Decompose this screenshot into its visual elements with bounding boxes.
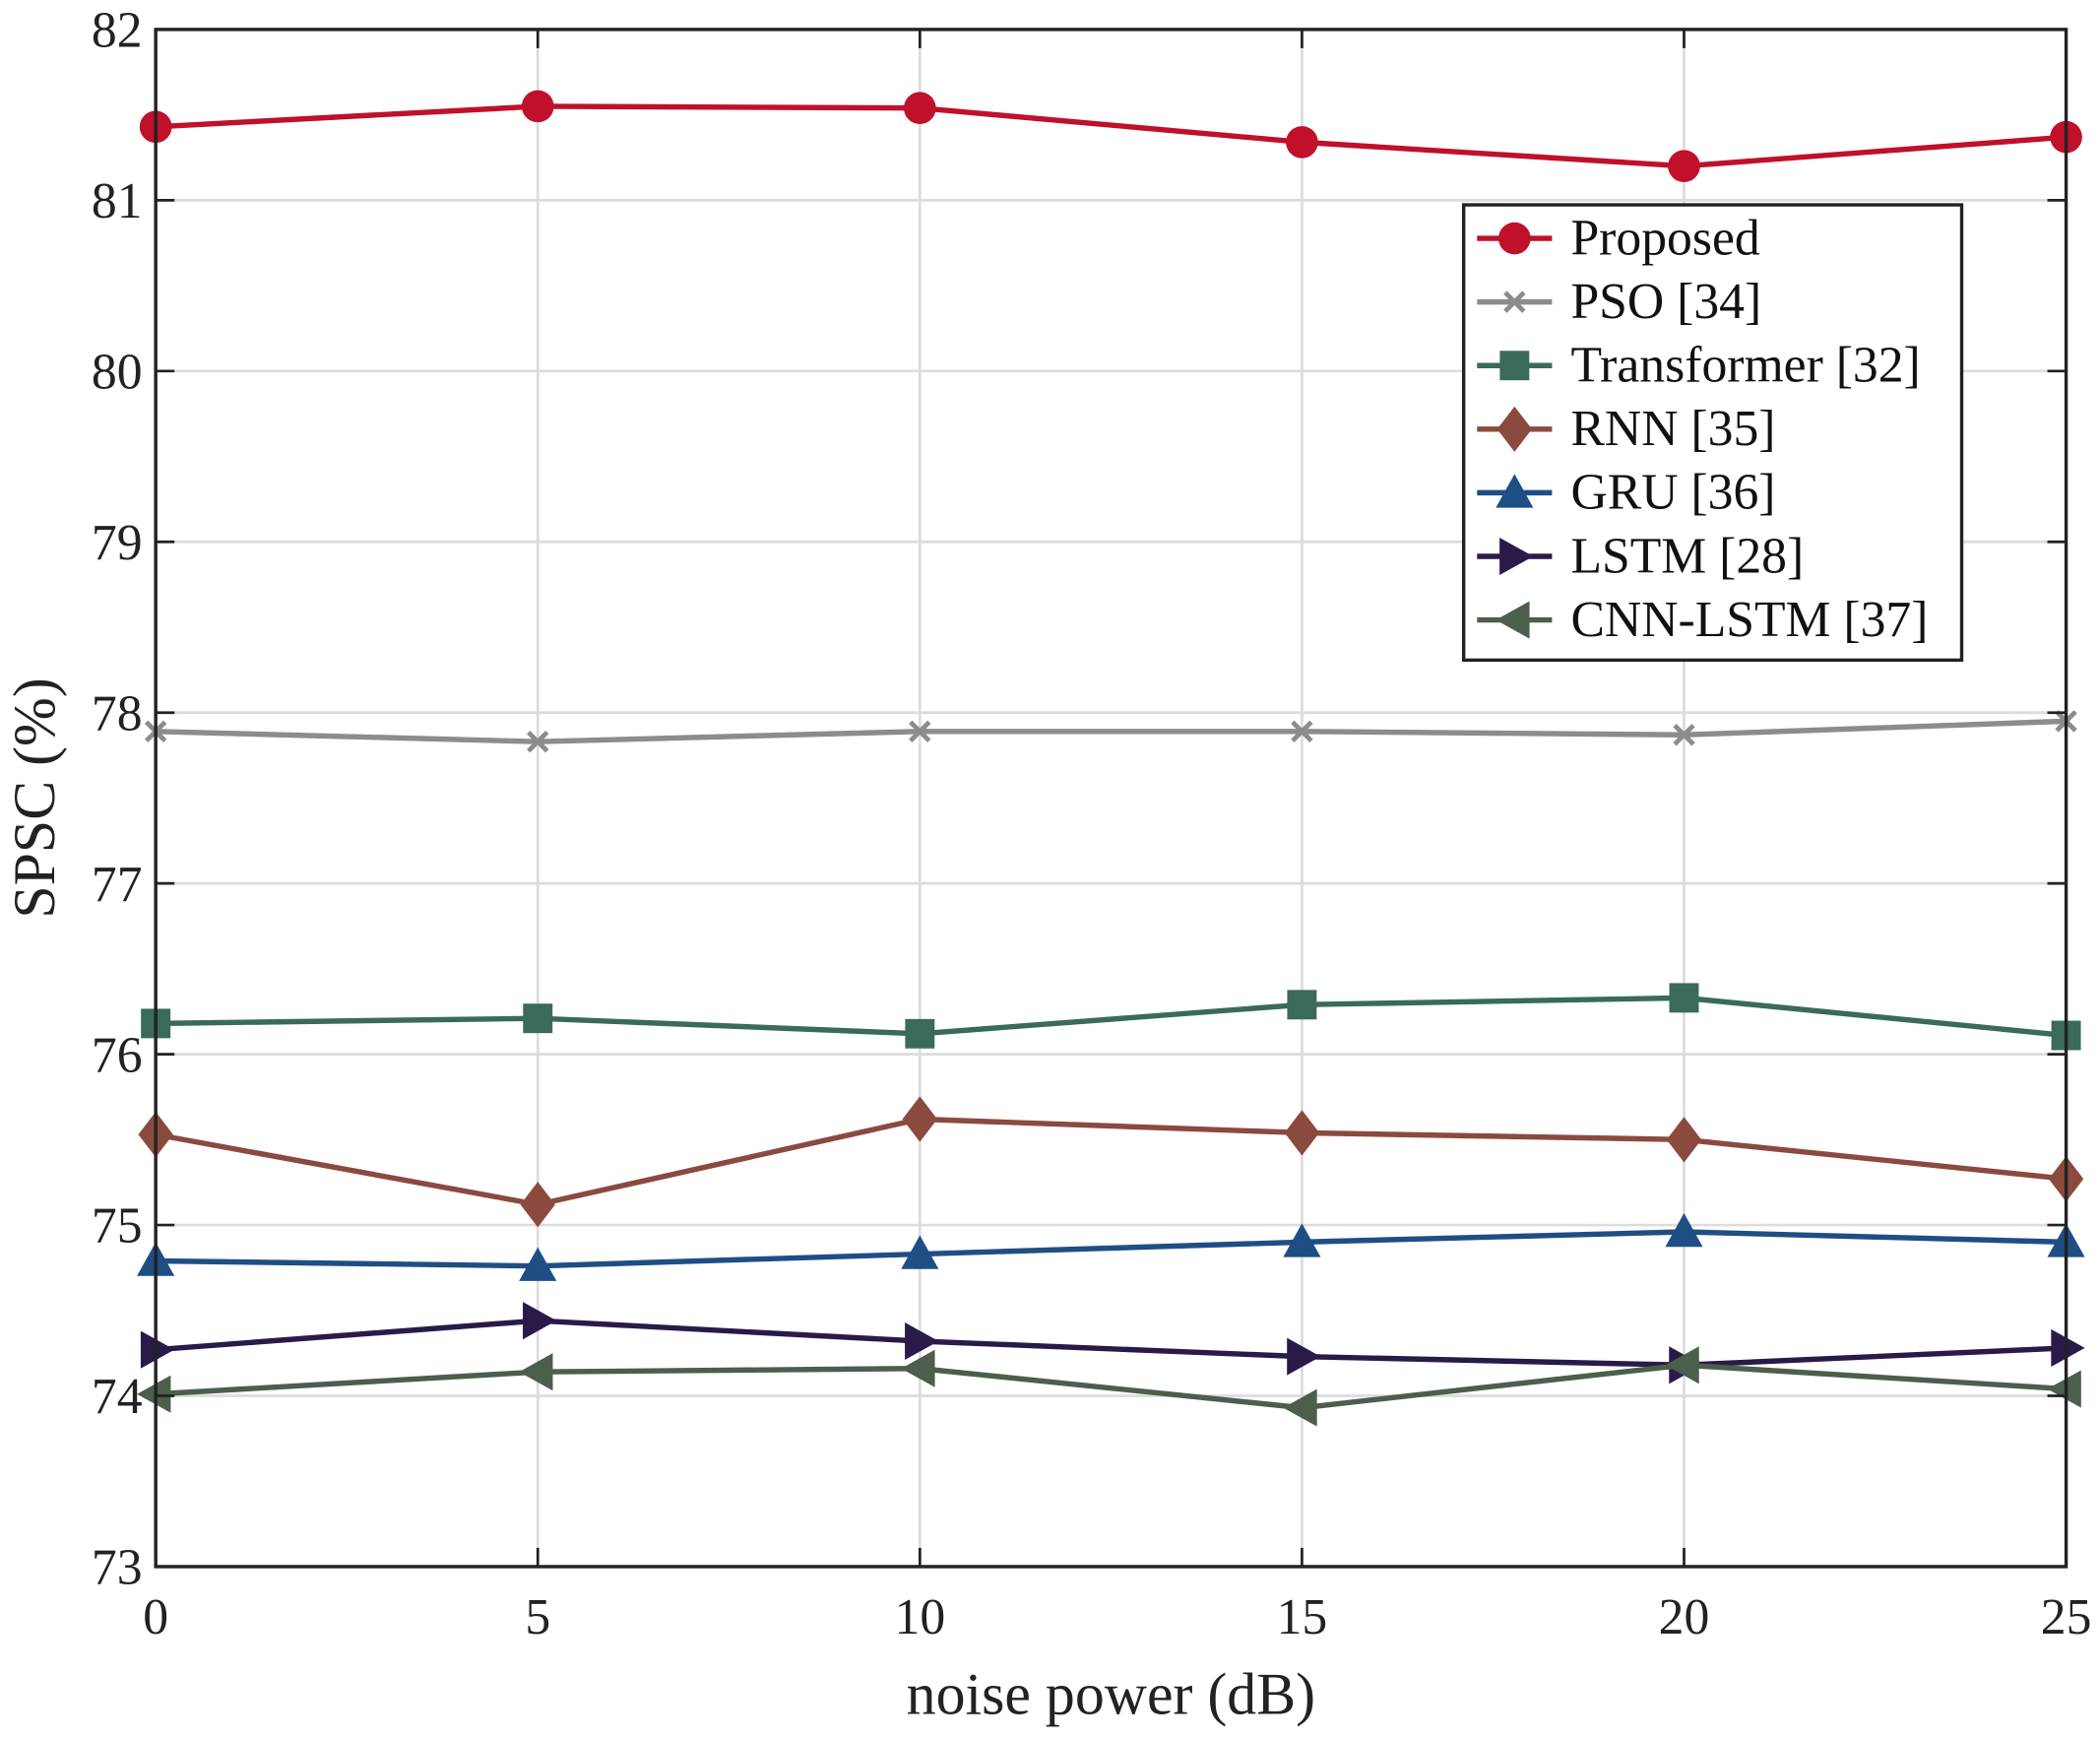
legend-item: RNN [35] [1477,401,1776,457]
marker-triangle-up [1495,474,1534,508]
legend-item: Proposed [1477,210,1760,266]
legend-label: CNN-LSTM [37] [1570,592,1928,648]
series-line [156,718,2067,744]
marker-triangle-left [1283,1388,1317,1427]
legend-label: GRU [36] [1570,465,1775,521]
marker-x [527,730,549,753]
y-tick-label: 79 [92,515,143,571]
y-tick-label: 81 [92,173,143,229]
legend-label: LSTM [28] [1570,528,1804,584]
series-line [155,1318,2067,1368]
marker-circle [521,90,554,123]
legend-item: GRU [36] [1477,465,1776,521]
marker-triangle-right [2051,1328,2085,1367]
marker-triangle-right [1287,1337,1321,1376]
legend-label: RNN [35] [1570,401,1775,457]
x-tick-label: 25 [2041,1589,2092,1645]
series-cnn-lstm [137,1346,2081,1427]
marker-triangle-left [1495,601,1530,639]
marker-x [1503,290,1526,313]
y-tick-label: 77 [92,857,143,913]
marker-square [1287,990,1317,1020]
y-tick-label: 74 [92,1369,143,1425]
legend-item: LSTM [28] [1477,528,1804,584]
series-line [156,103,2067,169]
marker-square [905,1018,935,1049]
legend-item: Transformer [32] [1477,338,1921,394]
legend-label: PSO [34] [1570,274,1761,330]
series-gru [137,1212,2085,1281]
marker-triangle-left [2047,1370,2081,1408]
y-tick-label: 76 [92,1027,143,1083]
marker-triangle-up [1665,1212,1703,1248]
marker-diamond [1284,1110,1320,1156]
series-line [156,1229,2067,1269]
x-tick-label: 20 [1659,1589,1710,1645]
y-tick-label: 82 [92,3,143,59]
x-tick-label: 0 [143,1589,168,1645]
marker-triangle-up [519,1247,557,1281]
marker-triangle-left [1665,1346,1699,1384]
marker-triangle-left [137,1375,171,1413]
y-axis-label: SPSC (%) [2,677,67,918]
marker-x [1291,720,1313,742]
legend-item: CNN-LSTM [37] [1477,592,1928,648]
marker-diamond [520,1182,555,1228]
series-line [155,1116,2067,1207]
marker-triangle-right [523,1302,557,1340]
legend-item: PSO [34] [1477,274,1761,330]
marker-triangle-left [519,1353,553,1391]
marker-square [523,1003,553,1034]
marker-circle [1668,150,1700,182]
marker-triangle-up [1283,1223,1321,1257]
series-line [156,995,2067,1039]
x-tick-label: 10 [895,1589,946,1645]
legend-box [1461,203,1964,663]
marker-square [1499,351,1530,381]
marker-triangle-left [901,1349,935,1387]
marker-circle [1286,126,1318,159]
marker-diamond [1496,406,1533,452]
ticks: 0 5 10 15 20 25 73 74 75 76 77 78 79 80 81 82 [92,3,2091,1645]
marker-x [1673,724,1695,746]
marker-triangle-right [1499,537,1534,576]
y-tick-label: 80 [92,344,143,400]
y-tick-label: 73 [92,1540,143,1596]
x-tick-label: 5 [525,1589,550,1645]
legend: Proposed PSO [34] Transformer [32] RNN [35]… [1461,203,1964,663]
marker-diamond [902,1096,938,1142]
series-line [156,1362,2067,1411]
series-lstm [140,1302,2085,1384]
legend-label: Proposed [1570,210,1759,266]
marker-x [909,720,931,742]
marker-triangle-right [140,1330,175,1369]
marker-square [1669,983,1699,1013]
x-axis-label: noise power (dB) [907,1662,1315,1727]
y-tick-label: 78 [92,685,143,741]
series-pso [144,710,2077,753]
marker-circle [904,92,936,125]
marker-triangle-right [905,1321,939,1361]
x-tick-label: 15 [1277,1589,1328,1645]
marker-circle [1498,222,1531,255]
marker-triangle-up [901,1235,939,1269]
y-tick-label: 75 [92,1198,143,1255]
plot-frame [154,28,2068,1569]
legend-label: Transformer [32] [1570,338,1920,394]
